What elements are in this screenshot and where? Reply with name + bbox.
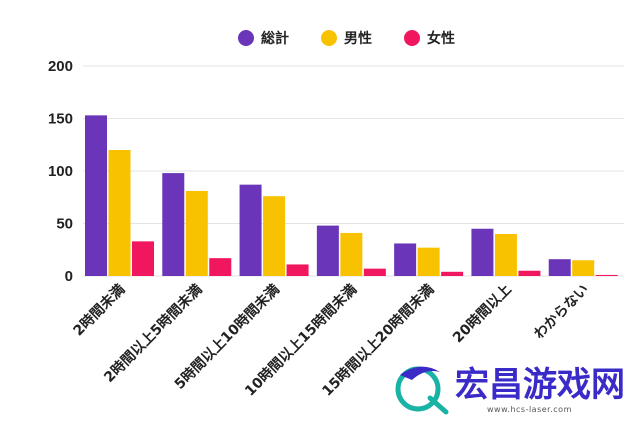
bar-total: [394, 243, 417, 276]
y-axis-ticks: 0 50 100 150 200: [48, 58, 73, 285]
bar-total: [471, 228, 494, 276]
bar-total: [162, 173, 185, 276]
bar-total: [316, 225, 339, 276]
x-tick-label: 2時間未満: [70, 281, 129, 340]
bars: [85, 115, 618, 276]
x-tick-label: 20時間以上: [449, 281, 514, 346]
bar-female: [595, 274, 618, 276]
bar-total: [85, 115, 107, 276]
bar-female: [286, 264, 309, 276]
y-tick-label: 200: [48, 58, 73, 75]
legend-marker: [238, 30, 254, 46]
bar-female: [132, 241, 154, 276]
bar-female: [209, 258, 232, 276]
bar-total: [548, 259, 571, 276]
bar-female: [518, 270, 541, 276]
bar-male: [108, 150, 131, 276]
x-tick-label: わからない: [531, 282, 592, 343]
bar-female: [441, 271, 464, 276]
y-tick-label: 150: [48, 111, 73, 128]
watermark-logo: [395, 366, 449, 415]
bar-male: [572, 260, 595, 276]
legend-label: 女性: [427, 30, 455, 47]
y-tick-label: 100: [48, 163, 73, 180]
watermark-url: www.hcs-laser.com: [487, 405, 572, 414]
y-tick-label: 50: [56, 216, 73, 233]
y-tick-label: 0: [65, 268, 73, 285]
legend-label: 男性: [344, 30, 372, 47]
legend-marker: [321, 30, 337, 46]
legend-label: 総計: [261, 30, 289, 47]
bar-male: [340, 232, 363, 276]
watermark: 宏昌游戏网 www.hcs-laser.com: [395, 365, 625, 415]
chart-legend: 総計 男性 女性: [238, 30, 455, 47]
bar-male: [417, 247, 440, 276]
bar-male: [263, 196, 286, 276]
bar-male: [185, 190, 208, 276]
bar-total: [239, 184, 262, 276]
watermark-title: 宏昌游戏网: [455, 365, 625, 405]
bar-male: [494, 234, 517, 276]
bar-female: [363, 268, 386, 276]
legend-marker: [404, 30, 420, 46]
